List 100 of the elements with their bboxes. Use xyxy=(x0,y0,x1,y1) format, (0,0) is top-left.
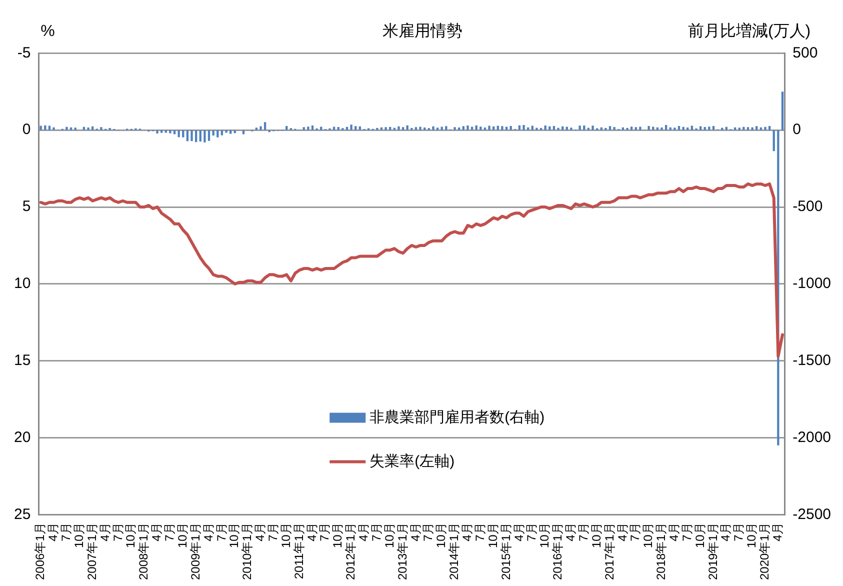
bar xyxy=(583,125,586,130)
bar xyxy=(87,127,90,130)
bar xyxy=(208,130,210,141)
bar xyxy=(648,126,650,130)
bar xyxy=(156,130,158,134)
bar xyxy=(480,126,482,130)
y2-tick-label: 500 xyxy=(792,44,818,62)
bar xyxy=(190,130,193,142)
x-tick-label: 2015年1月 xyxy=(498,522,513,580)
bar xyxy=(160,130,163,133)
x-tick-label: 7月 xyxy=(59,522,74,542)
bar xyxy=(354,126,357,130)
x-tick-label: 2018年1月 xyxy=(654,522,668,580)
bar xyxy=(708,126,710,130)
x-tick-label: 4月 xyxy=(98,522,112,542)
bar xyxy=(470,126,474,130)
bar xyxy=(454,127,456,130)
y2-tick-label: -1000 xyxy=(792,275,832,292)
bar xyxy=(173,130,176,134)
x-tick-label: 7月 xyxy=(110,522,125,542)
bar xyxy=(578,126,581,130)
bar xyxy=(544,125,546,130)
bar xyxy=(505,126,508,130)
bar xyxy=(626,128,628,130)
bar xyxy=(466,125,469,130)
bar xyxy=(501,126,504,130)
bar xyxy=(682,126,684,130)
x-tick-label: 10月 xyxy=(330,522,345,548)
y2-tick-label: -2500 xyxy=(792,506,832,523)
bar xyxy=(100,127,102,130)
x-tick-label: 2017年1月 xyxy=(602,522,616,580)
x-tick-label: 7月 xyxy=(524,522,539,542)
x-tick-label: 10月 xyxy=(175,522,190,548)
bar xyxy=(212,130,214,136)
x-tick-label: 4月 xyxy=(253,522,268,542)
bar xyxy=(751,127,754,130)
bar xyxy=(225,130,228,133)
x-tick-label: 2012年1月 xyxy=(344,522,358,580)
chart-title: 米雇用情勢 xyxy=(382,22,462,40)
x-tick-label: 7月 xyxy=(421,522,436,542)
bar xyxy=(592,126,594,130)
x-tick-label: 10月 xyxy=(744,522,759,548)
x-tick-label: 7月 xyxy=(472,522,487,542)
x-tick-label: 10月 xyxy=(278,522,293,548)
bar xyxy=(204,130,206,142)
x-tick-label: 7月 xyxy=(214,522,228,542)
x-tick-label: 2007年1月 xyxy=(84,522,99,580)
y-axis-title: % xyxy=(40,23,55,40)
bar xyxy=(186,130,189,142)
y-tick-label: 25 xyxy=(14,506,31,523)
y2-tick-label: 0 xyxy=(792,121,801,138)
bar xyxy=(220,130,224,136)
bar xyxy=(384,127,387,130)
x-tick-label: 4月 xyxy=(460,522,474,542)
bar xyxy=(264,122,266,130)
bar xyxy=(242,130,245,134)
x-tick-label: 2009年1月 xyxy=(188,522,202,580)
x-tick-label: 7月 xyxy=(680,522,694,542)
bar xyxy=(320,126,322,130)
y-tick-label: 0 xyxy=(22,121,31,138)
x-tick-label: 4月 xyxy=(304,522,319,542)
bar xyxy=(781,92,784,130)
bar xyxy=(746,127,750,130)
bar xyxy=(302,127,305,130)
bar xyxy=(772,130,775,152)
y-tick-label: 5 xyxy=(22,198,31,216)
x-tick-label: 4月 xyxy=(718,522,733,542)
bar xyxy=(436,128,439,130)
x-tick-label: 4月 xyxy=(564,522,578,542)
x-tick-label: 10月 xyxy=(124,522,138,548)
x-tick-label: 7月 xyxy=(628,522,642,542)
x-tick-label: 2010年1月 xyxy=(240,522,254,580)
bar xyxy=(182,130,184,138)
bar xyxy=(604,128,607,130)
y2-tick-label: -1500 xyxy=(792,352,832,369)
x-tick-label: 4月 xyxy=(512,522,526,542)
bar xyxy=(440,126,443,130)
x-tick-label: 2008年1月 xyxy=(136,522,151,580)
x-tick-label: 10月 xyxy=(382,522,396,548)
bar xyxy=(557,128,560,130)
bar xyxy=(402,127,404,130)
bar xyxy=(169,130,172,134)
x-tick-label: 10月 xyxy=(692,522,707,548)
x-tick-label: 2019年1月 xyxy=(706,522,720,580)
x-tick-label: 7月 xyxy=(576,522,590,542)
bar xyxy=(613,127,616,130)
x-tick-label: 7月 xyxy=(369,522,384,542)
x-tick-label: 10月 xyxy=(227,522,242,548)
y-tick-label: 10 xyxy=(14,275,31,292)
x-tick-label: 10月 xyxy=(434,522,448,548)
bar xyxy=(332,126,336,130)
x-tick-label: 2020年1月 xyxy=(758,522,772,580)
bar xyxy=(660,127,663,130)
bar xyxy=(742,126,745,130)
bar xyxy=(432,126,434,130)
x-tick-label: 4月 xyxy=(201,522,216,542)
bar xyxy=(216,130,219,138)
y2-tick-label: -500 xyxy=(792,198,823,216)
y-tick-label: 20 xyxy=(14,428,31,446)
legend-label: 非農業部門雇用者数(右軸) xyxy=(370,408,545,426)
